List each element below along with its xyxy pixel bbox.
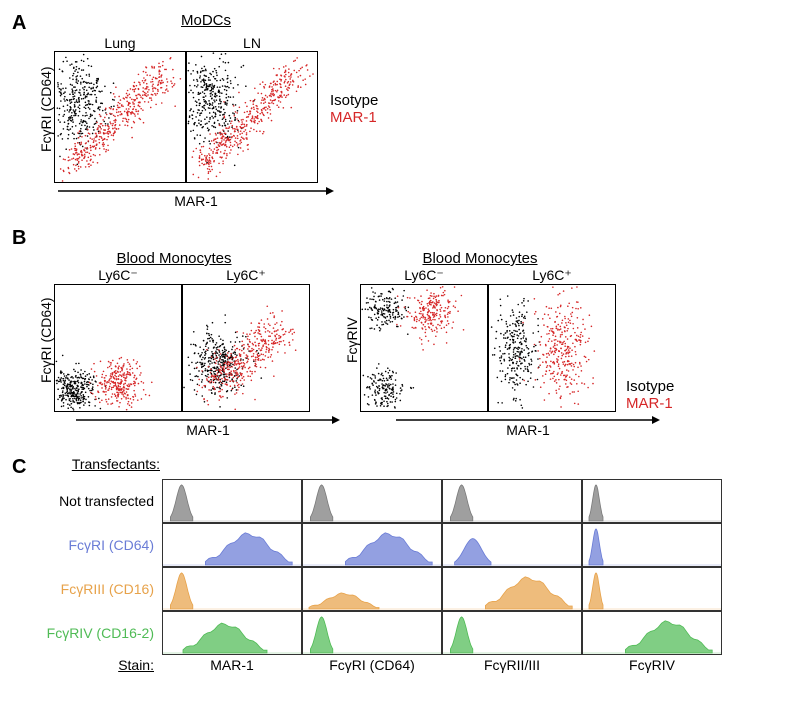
row-nt-col-cd64 (302, 479, 442, 523)
panel-a-xaxis-arrow: MAR-1 (56, 183, 336, 209)
panel-a-plots: Lung LN (54, 35, 318, 183)
row-fcgriii-col-ii-iii (442, 567, 582, 611)
panel-c-stain-row: Stain: MAR-1FcγRI (CD64)FcγRII/IIIFcγRIV (12, 657, 788, 673)
row-fcgri-col-riv (582, 523, 722, 567)
ly6c-neg-riv-title: Ly6C⁻ (404, 267, 444, 284)
row-fcgriii: FcγRIII (CD16) (12, 567, 788, 611)
panel-c-label: C (12, 456, 26, 479)
row-nt-col-ii-iii (442, 479, 582, 523)
row-fcgriv: FcγRIV (CD16-2) (12, 611, 788, 655)
row-fcgriii-col-cd64 (302, 567, 442, 611)
panel-b-group-0-yaxis: FcγRI (CD64) (38, 276, 54, 404)
panel-b-legend-1: MAR-1 (626, 395, 674, 412)
row-nt: Not transfected (12, 479, 788, 523)
svg-text:MAR-1: MAR-1 (186, 422, 230, 438)
panel-b-xaxis-arrows: MAR-1 MAR-1 (12, 412, 788, 438)
row-fcgri-col-cd64 (302, 523, 442, 567)
col-ii-iii-label: FcγRII/III (442, 657, 582, 673)
row-nt-col-riv (582, 479, 722, 523)
panel-c-header: Transfectants: (72, 456, 160, 472)
lung-plot-title: Lung (104, 35, 135, 51)
panel-b-group-1-title: Blood Monocytes (352, 250, 608, 267)
col-cd64-label: FcγRI (CD64) (302, 657, 442, 673)
panel-b-label: B (12, 227, 26, 250)
ln-plot-title: LN (243, 35, 261, 51)
ly6c-pos-riv-title: Ly6C⁺ (532, 267, 572, 284)
panel-b-group-1-xaxis-arrow: MAR-1 (394, 412, 662, 438)
row-fcgriv-col-mar1 (162, 611, 302, 655)
panel-b-legend-0: Isotype (626, 378, 674, 395)
row-fcgri: FcγRI (CD64) (12, 523, 788, 567)
col-mar1-label: MAR-1 (162, 657, 302, 673)
panel-c-grid: Not transfected FcγRI (CD64) FcγRIII (CD16… (12, 479, 788, 655)
lung-plot (54, 51, 186, 183)
svg-text:MAR-1: MAR-1 (174, 193, 218, 209)
panel-a-legend-1: MAR-1 (330, 109, 378, 126)
ly6c-pos-cd64-title: Ly6C⁺ (226, 267, 266, 284)
svg-text:MAR-1: MAR-1 (506, 422, 550, 438)
row-fcgriii-label: FcγRIII (CD16) (12, 581, 162, 597)
row-fcgri-col-ii-iii (442, 523, 582, 567)
ly6c-neg-cd64 (54, 284, 182, 412)
panel-b-group-1-yaxis: FcγRIV (344, 276, 360, 404)
panel-c-stain-label: Stain: (118, 657, 154, 673)
panel-b-group-0-title: Blood Monocytes (46, 250, 302, 267)
col-riv-label: FcγRIV (582, 657, 722, 673)
row-fcgri-label: FcγRI (CD64) (12, 537, 162, 553)
row-fcgriv-label: FcγRIV (CD16-2) (12, 625, 162, 641)
row-nt-col-mar1 (162, 479, 302, 523)
panel-b-groups: Blood MonocytesFcγRI (CD64)Ly6C⁻Ly6C⁺Blo… (12, 250, 788, 412)
panel-a-legend: IsotypeMAR-1 (330, 92, 378, 126)
panel-a-label: A (12, 12, 26, 35)
row-fcgriv-col-ii-iii (442, 611, 582, 655)
panel-b-group-0-xaxis-arrow: MAR-1 (74, 412, 342, 438)
row-fcgriii-col-mar1 (162, 567, 302, 611)
panel-a-title: MoDCs (60, 12, 352, 29)
row-nt-label: Not transfected (12, 493, 162, 509)
row-fcgriv-col-riv (582, 611, 722, 655)
panel-c: C Transfectants: Not transfected FcγRI (C… (12, 456, 788, 673)
row-fcgriii-col-riv (582, 567, 722, 611)
row-fcgri-col-mar1 (162, 523, 302, 567)
figure: A MoDCs FcγRI (CD64) LungLN IsotypeMAR-1… (12, 12, 788, 673)
ly6c-neg-cd64-title: Ly6C⁻ (98, 267, 138, 284)
panel-a-yaxis: FcγRI (CD64) (38, 43, 54, 175)
ly6c-pos-riv (488, 284, 616, 412)
ly6c-neg-riv (360, 284, 488, 412)
ln-plot (186, 51, 318, 183)
panel-a-legend-0: Isotype (330, 92, 378, 109)
row-fcgriv-col-cd64 (302, 611, 442, 655)
panel-b: B Blood MonocytesFcγRI (CD64)Ly6C⁻Ly6C⁺B… (12, 227, 788, 438)
panel-a: A MoDCs FcγRI (CD64) LungLN IsotypeMAR-1… (12, 12, 788, 209)
ly6c-pos-cd64 (182, 284, 310, 412)
